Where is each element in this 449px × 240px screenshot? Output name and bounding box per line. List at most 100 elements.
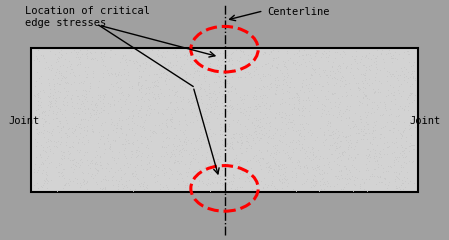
- Point: [284, 75, 291, 79]
- Point: [192, 54, 199, 58]
- Point: [380, 60, 387, 64]
- Point: [215, 157, 222, 161]
- Point: [356, 118, 363, 121]
- Point: [291, 105, 298, 109]
- Point: [115, 179, 123, 183]
- Point: [52, 116, 59, 120]
- Point: [92, 162, 99, 165]
- Point: [158, 144, 166, 148]
- Point: [250, 96, 257, 99]
- Point: [304, 154, 311, 158]
- Point: [225, 122, 233, 126]
- Point: [71, 157, 78, 161]
- Point: [327, 125, 334, 128]
- Point: [350, 182, 357, 186]
- Point: [70, 129, 78, 133]
- Point: [241, 180, 248, 183]
- Point: [303, 77, 310, 81]
- Point: [79, 177, 87, 181]
- Point: [399, 130, 406, 133]
- Point: [306, 98, 313, 102]
- Point: [48, 104, 56, 108]
- Point: [161, 79, 168, 83]
- Point: [289, 107, 296, 111]
- Point: [110, 103, 118, 107]
- Point: [302, 156, 309, 160]
- Point: [61, 156, 68, 160]
- Point: [321, 171, 328, 175]
- Point: [306, 104, 313, 108]
- Point: [52, 99, 59, 103]
- Point: [32, 162, 39, 166]
- Point: [136, 63, 143, 66]
- Point: [37, 184, 44, 188]
- Point: [306, 156, 313, 160]
- Point: [308, 72, 315, 76]
- Point: [302, 60, 309, 64]
- Point: [44, 186, 51, 190]
- Point: [92, 160, 100, 164]
- Point: [368, 143, 375, 146]
- Point: [405, 52, 413, 56]
- Point: [335, 110, 342, 114]
- Point: [277, 115, 284, 119]
- Point: [309, 152, 316, 156]
- Point: [237, 75, 244, 79]
- Point: [137, 97, 145, 101]
- Point: [318, 102, 325, 106]
- Point: [361, 78, 368, 82]
- Point: [384, 164, 392, 168]
- Point: [230, 172, 237, 176]
- Point: [42, 177, 49, 181]
- Point: [145, 91, 152, 95]
- Point: [175, 159, 182, 163]
- Point: [379, 112, 387, 116]
- Point: [128, 149, 135, 153]
- Point: [93, 162, 101, 166]
- Point: [251, 141, 259, 144]
- Point: [385, 180, 392, 184]
- Point: [272, 91, 279, 95]
- Point: [80, 125, 88, 129]
- Point: [393, 145, 400, 149]
- Point: [370, 128, 377, 132]
- Point: [330, 92, 337, 96]
- Point: [128, 152, 136, 156]
- Point: [271, 78, 278, 82]
- Point: [362, 178, 370, 181]
- Point: [246, 72, 253, 76]
- Point: [129, 114, 136, 118]
- Point: [162, 72, 169, 76]
- Point: [335, 145, 342, 149]
- Point: [405, 49, 412, 53]
- Point: [219, 112, 226, 115]
- Point: [389, 130, 396, 134]
- Point: [335, 102, 343, 106]
- Point: [293, 91, 300, 95]
- Point: [339, 150, 346, 154]
- Point: [150, 83, 158, 87]
- Point: [143, 78, 150, 82]
- Point: [330, 141, 338, 145]
- Point: [337, 158, 344, 162]
- Point: [376, 68, 383, 72]
- Point: [224, 188, 232, 192]
- Point: [92, 110, 99, 114]
- Point: [117, 175, 124, 179]
- Point: [361, 94, 369, 98]
- Point: [251, 129, 259, 133]
- Point: [390, 163, 397, 167]
- Point: [265, 121, 272, 125]
- Point: [101, 151, 108, 155]
- Point: [197, 118, 204, 121]
- Point: [211, 80, 218, 84]
- Point: [228, 104, 235, 108]
- Point: [114, 121, 121, 125]
- Point: [57, 135, 65, 138]
- Point: [75, 165, 82, 168]
- Point: [167, 112, 175, 116]
- Point: [81, 150, 88, 154]
- Point: [331, 174, 339, 178]
- Point: [53, 124, 61, 128]
- Point: [61, 95, 68, 99]
